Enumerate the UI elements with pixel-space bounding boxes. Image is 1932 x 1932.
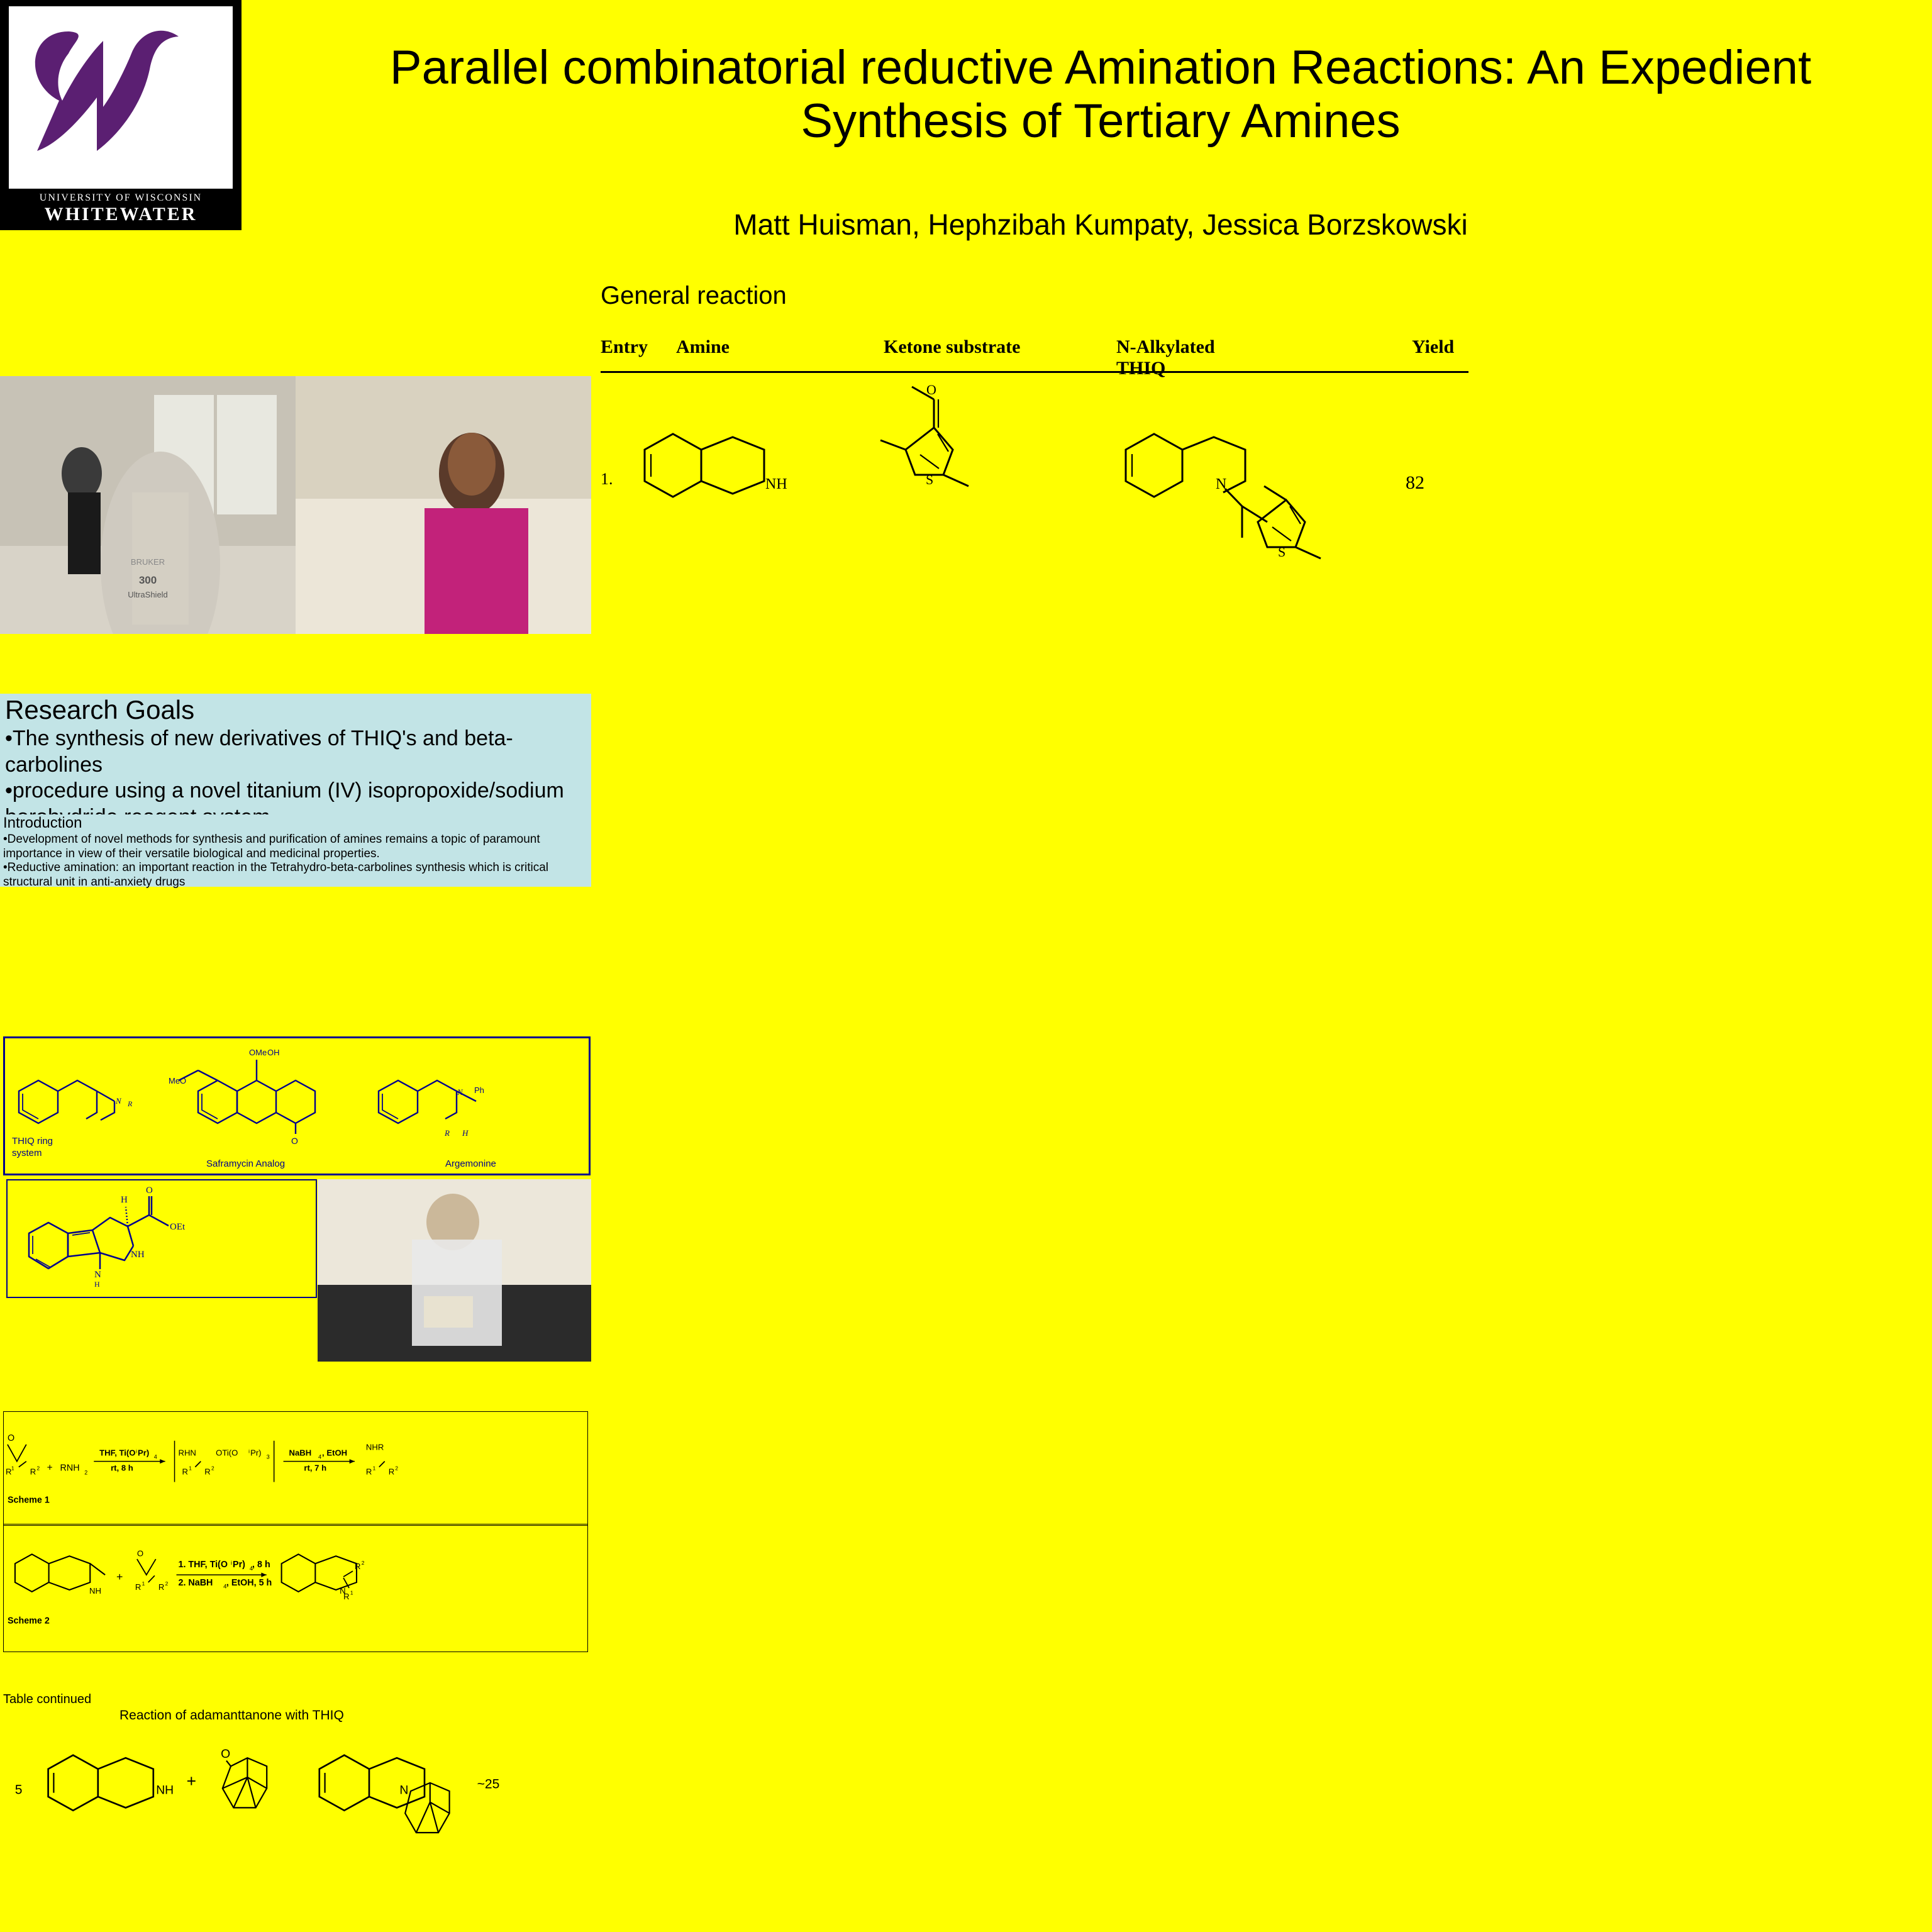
svg-text:OEt: OEt xyxy=(170,1222,186,1232)
svg-text:1: 1 xyxy=(142,1580,145,1587)
svg-text:, 8 h: , 8 h xyxy=(252,1560,270,1570)
svg-text:NH: NH xyxy=(89,1586,101,1596)
svg-text:O: O xyxy=(137,1548,143,1558)
svg-text:R: R xyxy=(182,1467,187,1477)
svg-text:1: 1 xyxy=(11,1465,14,1471)
svg-text:Ph: Ph xyxy=(474,1085,484,1095)
svg-text:H: H xyxy=(94,1280,100,1289)
svg-text:Pr): Pr) xyxy=(233,1560,245,1570)
svg-text:UltraShield: UltraShield xyxy=(128,590,168,599)
svg-text:NH: NH xyxy=(131,1250,145,1260)
svg-text:+: + xyxy=(116,1570,123,1583)
svg-text:system: system xyxy=(12,1148,42,1158)
svg-text:RNH: RNH xyxy=(60,1463,80,1474)
svg-text:THF, Ti(O: THF, Ti(O xyxy=(99,1448,135,1458)
svg-text:O: O xyxy=(146,1185,153,1196)
svg-text:R: R xyxy=(343,1592,349,1601)
svg-text:N: N xyxy=(399,1783,408,1797)
svg-text:R: R xyxy=(389,1467,394,1477)
svg-text:NH: NH xyxy=(156,1783,174,1797)
svg-text:R: R xyxy=(135,1582,141,1592)
svg-text:1: 1 xyxy=(373,1465,376,1471)
svg-text:rt, 7 h: rt, 7 h xyxy=(304,1463,326,1473)
svg-text:2: 2 xyxy=(362,1560,365,1566)
svg-text:N: N xyxy=(1216,476,1226,492)
svg-text:Saframycin Analog: Saframycin Analog xyxy=(206,1158,285,1169)
svg-text:2: 2 xyxy=(165,1580,169,1587)
svg-text:NH: NH xyxy=(765,476,787,492)
svg-text:1. THF, Ti(O: 1. THF, Ti(O xyxy=(179,1560,228,1570)
svg-text:Pr): Pr) xyxy=(138,1448,149,1458)
svg-text:2: 2 xyxy=(395,1465,398,1471)
svg-text:+: + xyxy=(47,1463,53,1474)
svg-text:H: H xyxy=(121,1195,128,1205)
svg-text:NaBH: NaBH xyxy=(289,1448,312,1458)
svg-text:R: R xyxy=(355,1562,360,1571)
svg-text:N: N xyxy=(115,1096,122,1106)
svg-text:~25: ~25 xyxy=(477,1777,500,1792)
svg-text:N: N xyxy=(94,1270,101,1280)
svg-text:82: 82 xyxy=(1406,472,1424,493)
svg-text:R: R xyxy=(366,1467,372,1477)
svg-text:O: O xyxy=(221,1747,230,1761)
svg-text:OMe: OMe xyxy=(249,1048,267,1057)
svg-text:R: R xyxy=(204,1467,210,1477)
svg-text:MeO: MeO xyxy=(169,1076,186,1085)
svg-text:O: O xyxy=(8,1433,14,1443)
svg-text:, EtOH, 5 h: , EtOH, 5 h xyxy=(226,1578,272,1588)
svg-text:1: 1 xyxy=(350,1590,353,1596)
svg-text:OTi(O: OTi(O xyxy=(216,1448,238,1458)
svg-text:, EtOH: , EtOH xyxy=(322,1448,347,1458)
svg-text:R: R xyxy=(158,1582,164,1592)
svg-text:THIQ ring: THIQ ring xyxy=(12,1136,53,1146)
svg-text:3: 3 xyxy=(267,1453,270,1460)
svg-text:Scheme 2: Scheme 2 xyxy=(8,1616,50,1626)
svg-text:+: + xyxy=(187,1772,196,1790)
svg-text:5: 5 xyxy=(15,1782,23,1797)
svg-text:Scheme 1: Scheme 1 xyxy=(8,1495,50,1505)
svg-text:rt, 8 h: rt, 8 h xyxy=(111,1463,133,1473)
svg-text:OH: OH xyxy=(267,1048,280,1057)
svg-text:RHN: RHN xyxy=(179,1448,196,1458)
svg-text:R: R xyxy=(444,1128,450,1138)
svg-text:i: i xyxy=(248,1448,250,1455)
svg-text:300: 300 xyxy=(139,574,157,586)
svg-text:R: R xyxy=(30,1467,36,1477)
svg-text:R: R xyxy=(6,1467,11,1477)
svg-text:NHR: NHR xyxy=(366,1443,384,1452)
svg-text:O: O xyxy=(291,1136,298,1146)
svg-text:i: i xyxy=(231,1560,232,1566)
svg-text:2: 2 xyxy=(84,1470,87,1476)
svg-text:R: R xyxy=(127,1099,133,1108)
svg-text:H: H xyxy=(462,1128,469,1138)
svg-text:Pr): Pr) xyxy=(250,1448,261,1458)
svg-text:BRUKER: BRUKER xyxy=(131,557,165,567)
svg-text:2. NaBH: 2. NaBH xyxy=(179,1578,213,1588)
svg-text:1.: 1. xyxy=(601,470,613,488)
svg-text:4: 4 xyxy=(154,1453,157,1460)
svg-text:S: S xyxy=(1278,544,1285,560)
svg-text:2: 2 xyxy=(211,1465,214,1471)
svg-text:Argemonine: Argemonine xyxy=(445,1158,496,1169)
svg-text:1: 1 xyxy=(189,1465,192,1471)
svg-text:2: 2 xyxy=(37,1465,40,1471)
svg-text:4: 4 xyxy=(318,1453,321,1460)
svg-text:S: S xyxy=(926,472,933,487)
svg-text:i: i xyxy=(136,1448,137,1455)
svg-text:N: N xyxy=(457,1087,464,1097)
